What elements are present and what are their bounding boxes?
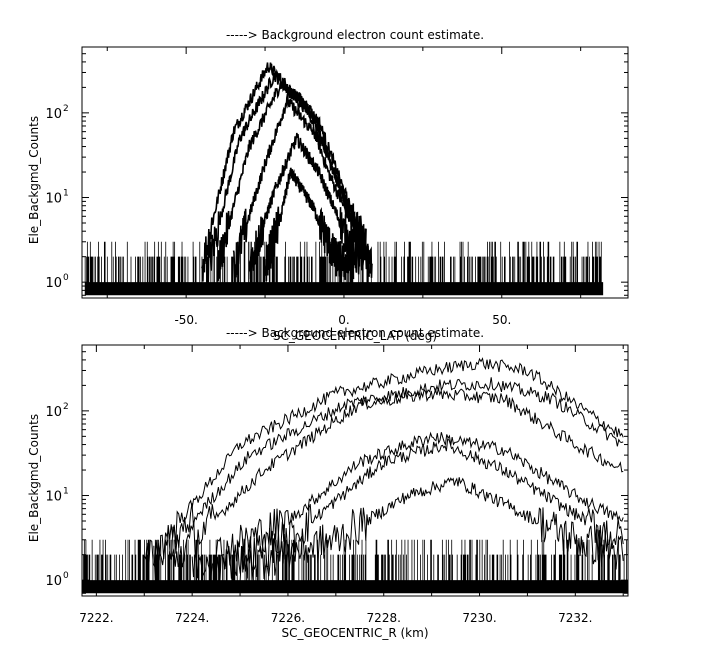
- x-tick-label: 7222.: [79, 611, 113, 625]
- y-tick-exponent: 1: [63, 189, 69, 199]
- radius-panel: -----> Background electron count estimat…: [27, 326, 629, 640]
- series-line-3: [167, 387, 624, 573]
- y-tick-exponent: 2: [63, 402, 69, 412]
- x-tick-label: 50.: [492, 313, 511, 327]
- y-tick-exponent: 2: [63, 104, 69, 114]
- x-tick-label: 7228.: [367, 611, 401, 625]
- y-tick-exponent: 0: [63, 273, 69, 283]
- series-line-1: [143, 357, 624, 569]
- y-tick-exponent: 0: [63, 571, 69, 581]
- bottom-x-axis-label: SC_GEOCENTRIC_R (km): [282, 626, 429, 640]
- y-tick-label: 10: [45, 574, 62, 589]
- noise-floor: [81, 539, 629, 594]
- top-chart-title: -----> Background electron count estimat…: [226, 28, 484, 42]
- x-tick-label: -50.: [174, 313, 197, 327]
- y-tick-exponent: 1: [63, 487, 69, 497]
- y-tick-label: 10: [45, 405, 62, 420]
- y-tick-label: 10: [45, 192, 62, 207]
- series-line-4: [232, 93, 373, 284]
- x-tick-label: 0.: [338, 313, 349, 327]
- series-line-5: [248, 132, 364, 282]
- y-tick-label: 10: [45, 490, 62, 505]
- series-line-2: [153, 377, 624, 582]
- x-tick-label: 7232.: [558, 611, 592, 625]
- noise-floor: [84, 241, 604, 296]
- y-tick-label: 10: [45, 107, 62, 122]
- x-tick-label: 7226.: [271, 611, 305, 625]
- top-y-axis-label: Ele_Backgmd_Counts: [27, 116, 41, 244]
- latitude-panel: -----> Background electron count estimat…: [27, 28, 629, 343]
- x-tick-label: 7230.: [462, 611, 496, 625]
- series-line-6: [264, 167, 355, 286]
- x-tick-label: 7224.: [175, 611, 209, 625]
- top-series-group: [84, 62, 604, 296]
- bottom-chart-title: -----> Background electron count estimat…: [226, 326, 484, 340]
- y-tick-label: 10: [45, 276, 62, 291]
- bottom-series-group: [81, 357, 629, 594]
- bottom-x-ticks: 7222. 7224. 7226. 7228. 7230. 7232.: [79, 345, 624, 625]
- top-x-ticks: -50. 0. 50.: [106, 47, 582, 327]
- top-x-axis-label: SC_GEOCENTRIC_LAT (deg): [273, 329, 437, 343]
- bottom-y-axis-label: Ele_Backgmd_Counts: [27, 414, 41, 542]
- series-line-3: [216, 81, 370, 281]
- series-line-6: [239, 477, 624, 582]
- series-line-4: [191, 431, 624, 579]
